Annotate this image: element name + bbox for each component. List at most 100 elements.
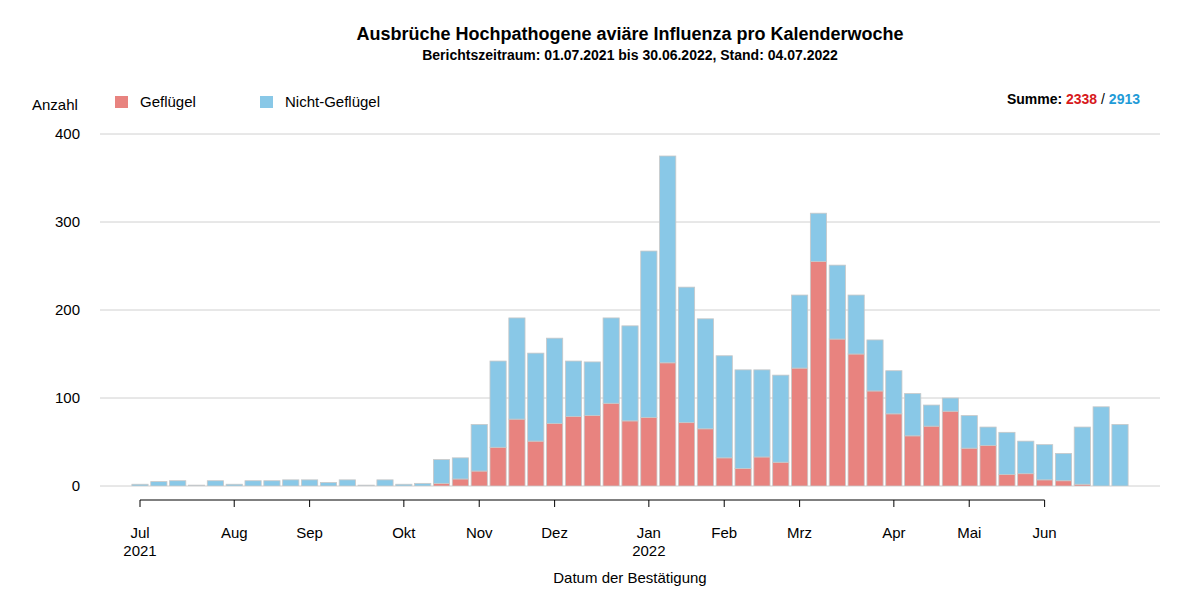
bar <box>792 295 808 368</box>
bar <box>207 481 223 486</box>
x-tick-label-line: 2022 <box>632 542 665 559</box>
bar <box>660 363 676 486</box>
x-tick-label: Apr <box>882 524 905 541</box>
x-tick-label-line: Mrz <box>787 524 812 541</box>
bar <box>509 419 525 486</box>
bar <box>867 391 883 486</box>
x-tick-label: Okt <box>392 524 416 541</box>
bar <box>716 356 732 458</box>
bar <box>528 441 544 486</box>
bar <box>942 411 958 486</box>
x-tick-label-line: Aug <box>221 524 248 541</box>
x-tick-label-line: Okt <box>392 524 416 541</box>
x-axis-label: Datum der Bestätigung <box>553 569 706 586</box>
y-axis-label: Anzahl <box>32 96 78 113</box>
bar <box>170 481 186 486</box>
bar <box>132 484 148 486</box>
bar <box>490 361 506 447</box>
bar <box>1018 441 1034 474</box>
x-tick-label: Jul2021 <box>123 524 156 559</box>
title: Ausbrüche Hochpathogene aviäre Influenza… <box>356 24 903 44</box>
bar <box>1055 453 1071 480</box>
bar <box>792 368 808 486</box>
bar <box>999 432 1015 474</box>
bar <box>829 339 845 486</box>
x-tick-label: Feb <box>711 524 737 541</box>
bar <box>603 403 619 486</box>
x-tick <box>648 500 649 507</box>
bar <box>678 287 694 423</box>
y-tick-label: 200 <box>55 301 80 318</box>
bar <box>641 251 657 417</box>
bar <box>961 416 977 449</box>
bar <box>433 460 449 484</box>
bar <box>547 338 563 423</box>
x-tick-label: Aug <box>221 524 248 541</box>
y-tick-label: 0 <box>72 477 80 494</box>
bar <box>471 471 487 486</box>
x-tick-label-line: Sep <box>296 524 323 541</box>
grid-line <box>100 310 1160 311</box>
bar <box>320 482 336 486</box>
bar <box>1074 427 1090 484</box>
x-tick <box>893 500 894 507</box>
bar <box>396 484 412 486</box>
x-tick-label-line: Apr <box>882 524 905 541</box>
totals-label: Summe: <box>1007 91 1066 107</box>
bar <box>188 486 204 487</box>
bar <box>565 361 581 416</box>
y-tick-label: 400 <box>55 125 80 142</box>
subtitle: Berichtszeitraum: 01.07.2021 bis 30.06.2… <box>422 47 838 63</box>
x-tick-label-line: Dez <box>541 524 568 541</box>
bar <box>377 480 393 486</box>
bar <box>773 462 789 486</box>
bar <box>1112 424 1128 486</box>
x-tick-label-line: Mai <box>957 524 981 541</box>
bar <box>867 340 883 391</box>
bar <box>848 354 864 486</box>
x-tick <box>309 500 310 507</box>
x-tick <box>554 500 555 507</box>
x-tick-label-line: Feb <box>711 524 737 541</box>
bar <box>283 480 299 486</box>
x-tick <box>1044 500 1045 507</box>
bar <box>358 485 374 486</box>
bar <box>829 265 845 339</box>
bar <box>735 370 751 469</box>
bar <box>302 480 318 486</box>
bar <box>151 482 167 486</box>
bar <box>961 448 977 486</box>
x-tick <box>479 500 480 507</box>
bar <box>358 486 374 487</box>
x-tick-label: Jan2022 <box>632 524 665 559</box>
bar <box>188 485 204 486</box>
bar <box>528 353 544 441</box>
bar <box>509 318 525 419</box>
bar <box>678 423 694 486</box>
bar <box>490 447 506 486</box>
legend-label: Nicht-Geflügel <box>285 93 380 110</box>
legend-label: Geflügel <box>140 93 196 110</box>
y-tick-label: 300 <box>55 213 80 230</box>
x-tick-label: Sep <box>296 524 323 541</box>
bar <box>622 421 638 486</box>
x-tick-label: Mrz <box>787 524 812 541</box>
x-tick <box>799 500 800 507</box>
bar <box>980 427 996 445</box>
bar <box>735 468 751 486</box>
bar <box>641 417 657 486</box>
y-tick-label: 100 <box>55 389 80 406</box>
bar <box>584 416 600 486</box>
x-tick-label-line: 2021 <box>123 542 156 559</box>
bar <box>622 326 638 421</box>
grid-line <box>100 222 1160 223</box>
bar <box>226 484 242 486</box>
totals: Summe: 2338 / 2913 <box>1007 91 1140 107</box>
bar <box>773 375 789 462</box>
bar <box>660 156 676 363</box>
bar <box>471 424 487 471</box>
bar <box>245 481 261 486</box>
bar <box>452 479 468 486</box>
bar <box>339 480 355 486</box>
x-tick-label-line: Jul <box>130 524 149 541</box>
